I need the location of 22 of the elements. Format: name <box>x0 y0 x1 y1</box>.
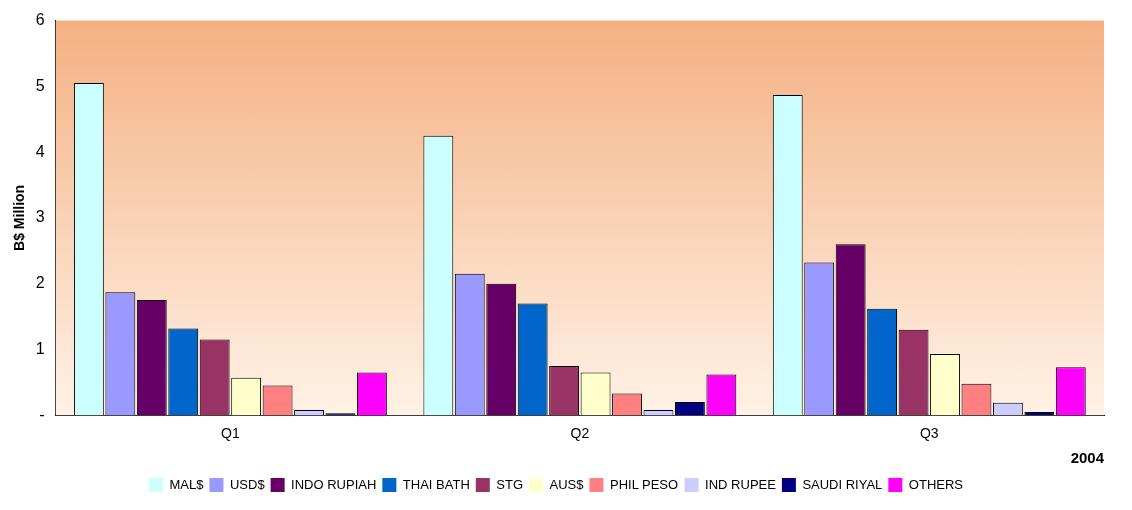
legend-label: OTHERS <box>908 476 964 492</box>
legend-label: THAI BATH <box>402 476 470 492</box>
y-axis-title: B$ Million <box>11 184 28 251</box>
y-tick-label: 6 <box>35 11 45 29</box>
y-tick-label: - <box>39 405 45 423</box>
y-tick-label: 3 <box>35 208 45 226</box>
legend-label: INDO RUPIAH <box>291 476 377 492</box>
legend-label: USD$ <box>229 476 266 492</box>
y-tick-label: 1 <box>35 339 45 357</box>
x-tick-label: Q1 <box>221 425 240 442</box>
x-tick-label: Q3 <box>919 425 939 442</box>
legend-label: AUS$ <box>549 476 585 492</box>
x-tick-label: Q2 <box>570 425 590 442</box>
legend-label: STG <box>496 476 524 492</box>
legend-label: PHIL PESO <box>609 476 679 492</box>
legend-label: SAUDI RIYAL <box>802 476 883 492</box>
legend-label: IND RUPEE <box>705 476 777 492</box>
y-tick-label: 5 <box>35 76 45 94</box>
x-axis-title: 2004 <box>1070 449 1105 467</box>
y-tick-label: 2 <box>35 274 45 292</box>
legend-label: MAL$ <box>169 476 205 492</box>
y-tick-label: 4 <box>35 142 45 160</box>
